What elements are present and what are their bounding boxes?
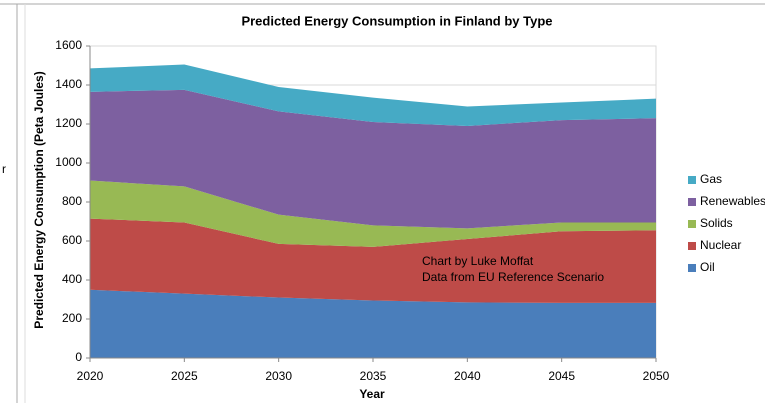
y-tick-label: 400 <box>62 272 82 286</box>
x-tick-label: 2030 <box>265 369 292 383</box>
legend-label: Oil <box>700 260 715 274</box>
y-tick-label: 1400 <box>55 77 82 91</box>
area <box>90 64 656 126</box>
y-tick-label: 1200 <box>55 116 82 130</box>
legend-swatch <box>688 220 696 228</box>
chart-title: Predicted Energy Consumption in Finland … <box>241 13 552 28</box>
legend-swatch <box>688 264 696 272</box>
legend-swatch <box>688 176 696 184</box>
area <box>90 180 656 247</box>
legend-label: Gas <box>700 172 722 186</box>
x-tick-label: 2035 <box>360 369 387 383</box>
annotation: Data from EU Reference Scenario <box>422 270 604 284</box>
area <box>90 218 656 303</box>
y-tick-label: 1600 <box>55 38 82 52</box>
y-tick-label: 0 <box>75 350 82 364</box>
y-tick-label: 200 <box>62 311 82 325</box>
y-tick-label: 1000 <box>55 155 82 169</box>
area <box>90 289 656 358</box>
legend-label: Solids <box>700 216 733 230</box>
legend-swatch <box>688 198 696 206</box>
cropped-text: r <box>2 162 6 176</box>
y-tick-label: 800 <box>62 194 82 208</box>
x-tick-label: 2020 <box>77 369 104 383</box>
x-tick-label: 2025 <box>171 369 198 383</box>
y-axis-title: Predicted Energy Consumption (Peta Joule… <box>32 71 46 328</box>
x-tick-label: 2045 <box>548 369 575 383</box>
legend-label: Renewables <box>700 194 765 208</box>
legend-swatch <box>688 242 696 250</box>
x-tick-label: 2040 <box>454 369 481 383</box>
annotation: Chart by Luke Moffat <box>422 254 534 268</box>
x-tick-label: 2050 <box>643 369 670 383</box>
y-tick-label: 600 <box>62 233 82 247</box>
legend-label: Nuclear <box>700 238 741 252</box>
x-axis-title: Year <box>359 387 385 401</box>
area <box>90 89 656 229</box>
